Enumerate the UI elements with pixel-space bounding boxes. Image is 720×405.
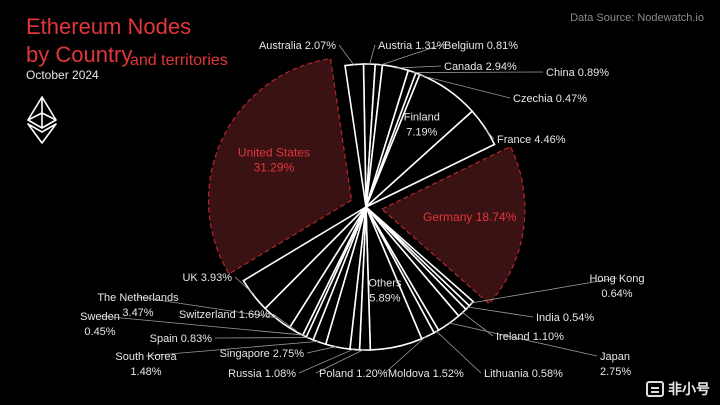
slice-label-uk: UK 3.93% (182, 272, 232, 284)
leader-line-singapore (306, 345, 338, 354)
leader-line-lithuania (435, 330, 482, 374)
leader-line-hong-kong (470, 277, 618, 304)
slice-label-china: China 0.89% (546, 67, 609, 79)
slice-label-canada: Canada 2.94% (444, 61, 517, 73)
slice-label-singapore: Singapore 2.75% (220, 348, 305, 360)
slice-label-belgium: Belgium 0.81% (444, 40, 518, 52)
leader-line-czechia (417, 74, 511, 99)
slice-label-switzerland: Switzerland 1.69% (179, 309, 270, 321)
leader-line-france (483, 127, 495, 140)
leader-line-moldova (384, 334, 428, 374)
pie-slice-germany (380, 145, 526, 305)
slice-label-austria: Austria 1.31% (378, 40, 447, 52)
pie-slice-uk (242, 206, 367, 310)
slice-label-united-states: United States 31.29% (238, 146, 310, 175)
pie-slice-australia (344, 63, 367, 208)
leader-line-the-netherlands (137, 296, 278, 319)
chart-title-line-2: by Country (26, 42, 133, 67)
slice-label-others: Others 5.89% (368, 278, 402, 305)
slice-label-spain: Spain 0.83% (150, 333, 213, 345)
slice-label-india: India 0.54% (536, 312, 594, 324)
ethereum-diamond-icon (27, 96, 57, 144)
slice-label-moldova: Moldova 1.52% (388, 368, 464, 380)
leader-line-australia (338, 44, 355, 66)
slice-label-france: France 4.46% (497, 134, 566, 146)
slice-label-the-netherlands: The Netherlands 3.47% (97, 292, 179, 319)
slice-label-sweden: Sweden 0.45% (80, 311, 120, 338)
slice-label-japan: Japan 2.75% (600, 351, 631, 378)
pie-slice-france (365, 110, 496, 208)
slice-label-russia: Russia 1.08% (228, 368, 296, 380)
chart-title-suffix: and territories (130, 52, 228, 69)
leader-line-japan (448, 322, 598, 357)
leader-line-switzerland (272, 313, 297, 332)
pie-slice-united-states (207, 58, 353, 275)
slice-label-lithuania: Lithuania 0.58% (484, 368, 563, 380)
slice-label-finland: Finland 7.19% (404, 111, 440, 138)
watermark: 非小号 (646, 379, 710, 399)
leader-line-russia (298, 348, 355, 374)
watermark-text: 非小号 (668, 381, 710, 397)
slice-label-poland: Poland 1.20% (319, 368, 388, 380)
slice-label-ireland: Ireland 1.10% (496, 331, 564, 343)
leader-line-uk (234, 276, 255, 295)
leader-line-belgium (378, 44, 442, 66)
slice-label-czechia: Czechia 0.47% (513, 93, 587, 105)
leader-line-south-korea (145, 340, 320, 357)
leader-line-austria (368, 44, 376, 66)
slice-label-south-korea: South Korea 1.48% (115, 351, 177, 378)
chart-title-line-1: Ethereum Nodes (26, 14, 192, 39)
brand-box-icon (646, 381, 664, 397)
chart-date: October 2024 (26, 68, 99, 82)
leader-line-poland (315, 348, 366, 374)
leader-line-ireland (461, 311, 494, 337)
data-source-label: Data Source: Nodewatch.io (570, 12, 704, 24)
slice-label-germany: Germany 18.74% (423, 210, 517, 224)
slice-label-hong-kong: Hong Kong 0.64% (589, 273, 644, 300)
leader-line-canada (395, 65, 442, 69)
leader-line-sweden (99, 315, 305, 336)
slice-label-australia: Australia 2.07% (259, 40, 336, 52)
leader-line-india (466, 306, 534, 318)
leader-line-china (411, 71, 544, 73)
